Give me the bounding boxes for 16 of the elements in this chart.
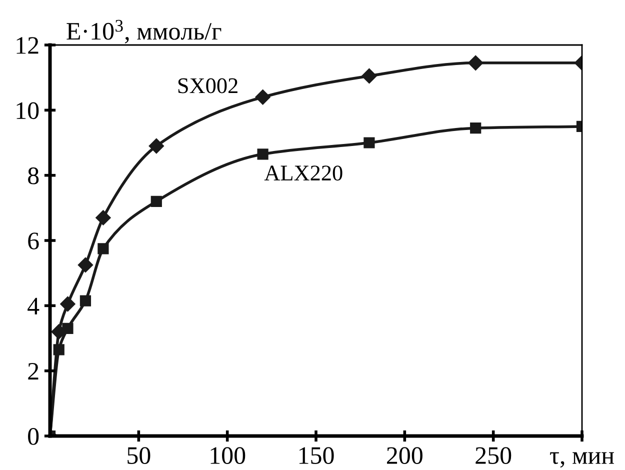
x-tick-label: τ, мин [550,452,614,468]
y-axis-title: E·10$^{3}$, ммоль/г [66,20,222,44]
y-tick-label: 10 [16,102,39,120]
y-tick-label: 2 [28,362,38,380]
y-tick-label: 0 [28,428,39,445]
series-label: SX002 [178,78,238,94]
x-tick-label: 250 [476,447,512,464]
x-tick-label: 100 [210,447,246,464]
series-label: ALX220 [264,166,342,181]
y-tick-label: 8 [28,167,39,184]
x-tick-label: 200 [387,447,422,464]
y-tick-label: 12 [16,37,38,54]
y-tick-label: 4 [28,298,40,314]
x-tick-label: 50 [128,447,150,464]
y-tick-label: 6 [28,232,39,250]
x-tick-label: 150 [299,447,334,464]
